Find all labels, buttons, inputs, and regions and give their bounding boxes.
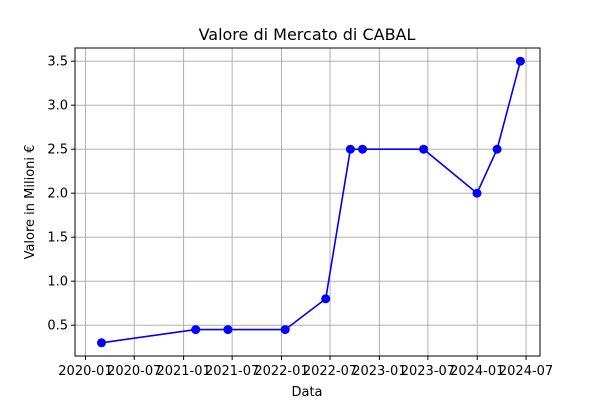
y-tick-label: 2.0 (47, 187, 68, 202)
x-tick-label: 2024-01 (450, 364, 504, 379)
data-point (515, 56, 525, 66)
x-tick-label: 2023-07 (401, 364, 455, 379)
y-tick-label: 3.0 (47, 99, 68, 114)
chart-title: Valore di Mercato di CABAL (199, 25, 416, 44)
x-tick-label: 2020-07 (107, 364, 161, 379)
y-tick-label: 1.0 (47, 275, 68, 290)
x-axis-label: Data (291, 385, 322, 400)
data-point (345, 144, 355, 154)
series-line (101, 60, 522, 344)
x-tick-label: 2023-01 (352, 364, 406, 379)
y-tick-label: 3.5 (47, 55, 68, 70)
data-point (358, 144, 367, 154)
y-tick-label: 2.5 (47, 143, 68, 158)
x-tick-label: 2021-07 (205, 364, 259, 379)
x-tick-label: 2020-01 (58, 364, 112, 379)
y-tick-label: 0.5 (47, 319, 68, 334)
y-axis-label: Valore in Milioni € (23, 145, 38, 260)
x-tick-label: 2021-01 (156, 364, 210, 379)
y-tick-label: 1.5 (47, 231, 68, 246)
y-axis-ticks: 0.5 1.0 1.5 2.0 2.5 3.0 3.5 (47, 55, 75, 334)
series-layer (97, 56, 525, 348)
data-point (419, 144, 429, 154)
data-point (97, 338, 106, 348)
data-point (280, 325, 290, 335)
x-axis-ticks: 2020-012020-072021-012021-072022-012022-… (58, 356, 553, 379)
grid (75, 48, 540, 356)
data-point (223, 325, 233, 335)
x-tick-label: 2024-07 (499, 364, 553, 379)
plot-frame (74, 47, 541, 357)
data-point (321, 294, 331, 304)
x-tick-label: 2022-01 (254, 364, 308, 379)
data-point (191, 325, 201, 335)
x-tick-label: 2022-07 (303, 364, 357, 379)
data-point (472, 188, 482, 198)
data-point (492, 144, 502, 154)
